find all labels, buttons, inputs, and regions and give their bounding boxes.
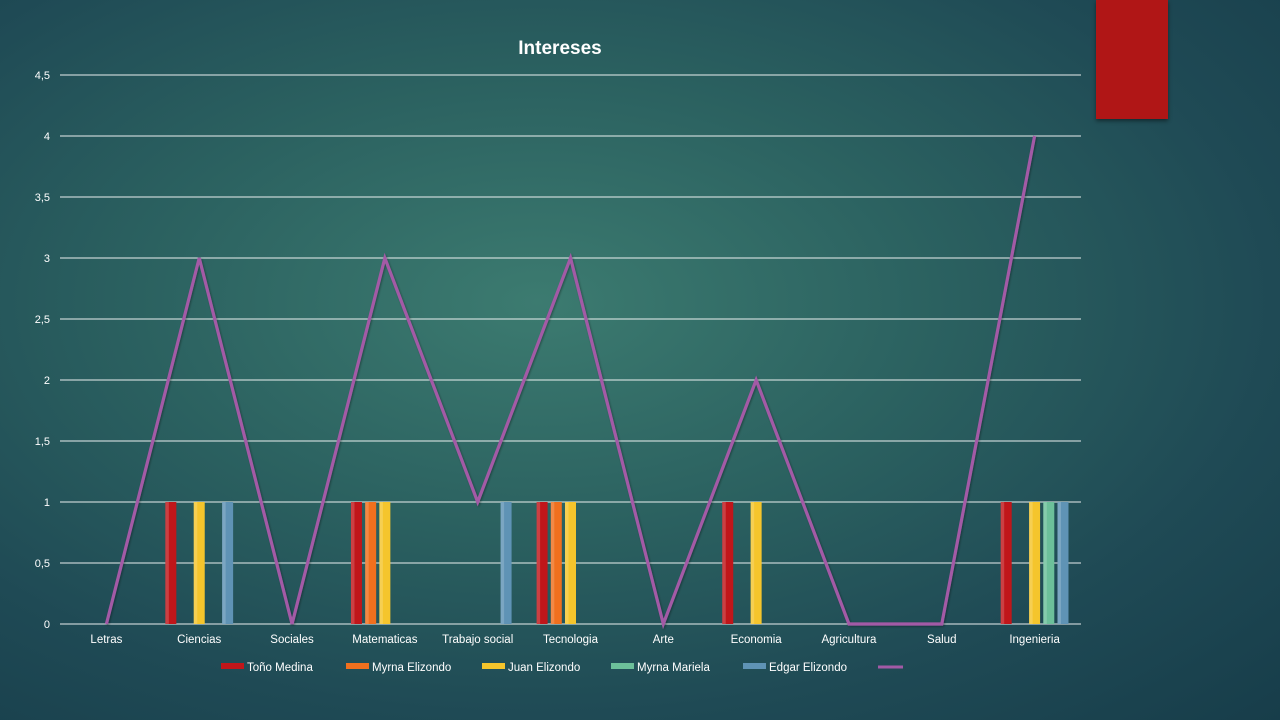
bar-body — [165, 502, 177, 624]
bar-body — [350, 502, 362, 624]
bar-body — [379, 502, 391, 624]
x-tick-label: Trabajo social — [442, 634, 513, 646]
bar-highlight — [165, 502, 169, 624]
bar — [722, 502, 734, 624]
bar-body — [1043, 502, 1055, 624]
bar — [565, 502, 576, 624]
y-tick-label: 3,5 — [35, 192, 50, 204]
bar-highlight — [222, 502, 226, 624]
chart-title: Intereses — [518, 38, 601, 59]
y-tick-label: 2,5 — [35, 314, 50, 326]
bar-highlight — [365, 502, 369, 624]
bar-highlight — [500, 502, 505, 624]
x-tick-label: Letras — [90, 634, 122, 646]
bar-body — [565, 502, 576, 624]
y-tick-label: 1 — [44, 497, 50, 509]
legend-item: Toño Medina — [221, 662, 313, 674]
y-tick-label: 4,5 — [35, 70, 50, 82]
legend-label: Myrna Mariela — [637, 662, 710, 674]
bar-body — [500, 502, 512, 624]
legend-swatch — [482, 663, 505, 669]
bar-highlight — [193, 502, 198, 624]
bar-highlight — [536, 502, 541, 624]
bar-body — [536, 502, 548, 624]
bar — [350, 502, 362, 624]
bar-body — [193, 502, 205, 624]
bar-highlight — [1029, 502, 1033, 624]
bar-highlight — [565, 502, 569, 624]
x-tick-label: Ciencias — [177, 634, 221, 646]
bar-body — [1000, 502, 1012, 624]
legend-swatch — [221, 663, 244, 669]
x-tick-label: Matematicas — [352, 634, 417, 646]
x-tick-label: Salud — [927, 634, 956, 646]
bar-body — [1029, 502, 1041, 624]
x-tick-label: Agricultura — [821, 634, 877, 646]
line-series — [104, 135, 1037, 630]
bar-body — [1057, 502, 1069, 624]
bar-body — [550, 502, 562, 624]
bar — [536, 502, 548, 624]
legend-swatch — [611, 663, 634, 669]
bar-highlight — [1057, 502, 1062, 624]
bar — [193, 502, 205, 624]
legend-swatch — [743, 663, 766, 669]
bar — [1029, 502, 1041, 624]
legend-item: Juan Elizondo — [482, 662, 580, 674]
x-tick-label: Ingenieria — [1009, 634, 1060, 646]
y-tick-label: 1,5 — [35, 436, 50, 448]
x-tick-label: Arte — [653, 634, 674, 646]
legend-label: Edgar Elizondo — [769, 662, 847, 674]
y-tick-label: 0 — [44, 619, 50, 631]
legend-item: Myrna Mariela — [611, 662, 710, 674]
x-tick-label: Economia — [731, 634, 783, 646]
legend-label: Toño Medina — [247, 662, 313, 674]
x-tick-label: Tecnologia — [543, 634, 599, 646]
legend-label: Myrna Elizondo — [372, 662, 451, 674]
bar-body — [222, 502, 234, 624]
bar — [500, 502, 512, 624]
y-tick-label: 2 — [44, 375, 50, 387]
legend-swatch — [346, 663, 369, 669]
bar — [365, 502, 377, 624]
bar-highlight — [1043, 502, 1047, 624]
bar — [165, 502, 177, 624]
accent-block — [1096, 0, 1168, 119]
bar-body — [365, 502, 377, 624]
bar-highlight — [379, 502, 383, 624]
bar — [379, 502, 391, 624]
bar — [222, 502, 234, 624]
bar-highlight — [750, 502, 755, 624]
bar — [550, 502, 562, 624]
bar-body — [722, 502, 734, 624]
y-tick-label: 4 — [44, 131, 50, 143]
bar-body — [750, 502, 762, 624]
bar-highlight — [550, 502, 555, 624]
bar-highlight — [722, 502, 726, 624]
bar — [1043, 502, 1055, 624]
y-tick-label: 3 — [44, 253, 50, 265]
y-tick-label: 0,5 — [35, 558, 50, 570]
bar-highlight — [1000, 502, 1005, 624]
bar — [1000, 502, 1012, 624]
x-tick-label: Sociales — [270, 634, 314, 646]
bar — [750, 502, 762, 624]
legend-item: Myrna Elizondo — [346, 662, 451, 674]
bar-highlight — [350, 502, 355, 624]
legend-item: Edgar Elizondo — [743, 662, 847, 674]
legend-label: Juan Elizondo — [508, 662, 580, 674]
bar — [1057, 502, 1069, 624]
